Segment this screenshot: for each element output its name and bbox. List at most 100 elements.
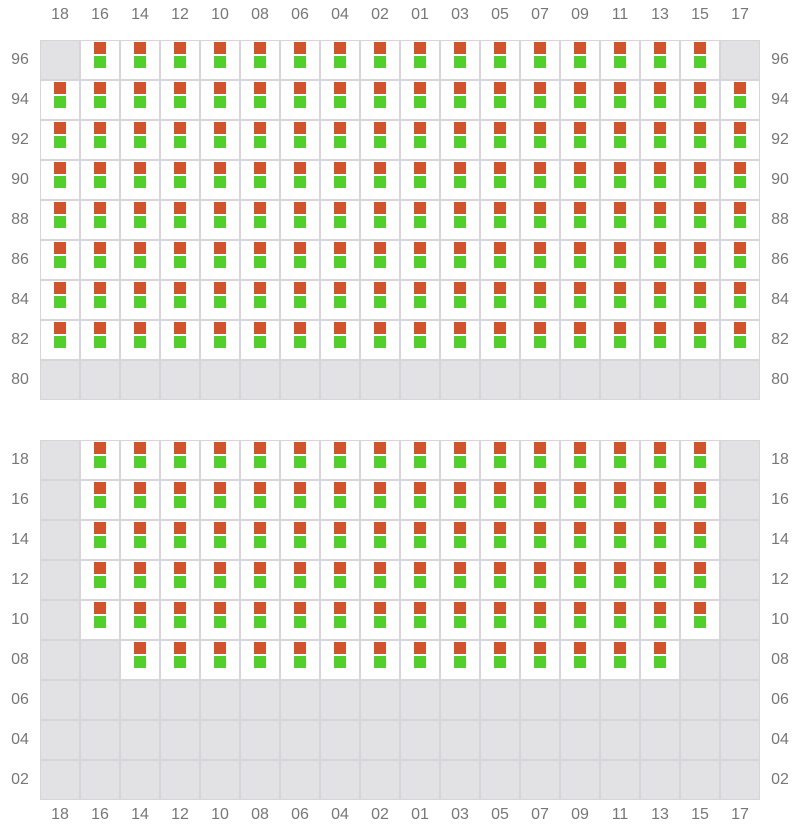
seat-cell[interactable]: [281, 441, 319, 479]
seat-cell[interactable]: [281, 281, 319, 319]
seat-cell[interactable]: [481, 121, 519, 159]
seat-cell[interactable]: [41, 201, 79, 239]
seat-cell[interactable]: [321, 441, 359, 479]
seat-cell[interactable]: [481, 441, 519, 479]
seat-cell[interactable]: [281, 241, 319, 279]
seat-cell[interactable]: [361, 241, 399, 279]
seat-cell[interactable]: [441, 521, 479, 559]
seat-cell[interactable]: [481, 161, 519, 199]
seat-cell[interactable]: [201, 321, 239, 359]
seat-cell[interactable]: [321, 521, 359, 559]
seat-cell[interactable]: [201, 601, 239, 639]
seat-cell[interactable]: [641, 161, 679, 199]
seat-cell[interactable]: [561, 81, 599, 119]
seat-cell[interactable]: [521, 161, 559, 199]
seat-cell[interactable]: [361, 441, 399, 479]
seat-cell[interactable]: [281, 201, 319, 239]
seat-cell[interactable]: [401, 441, 439, 479]
seat-cell[interactable]: [161, 201, 199, 239]
seat-cell[interactable]: [81, 521, 119, 559]
seat-cell[interactable]: [561, 241, 599, 279]
seat-cell[interactable]: [121, 321, 159, 359]
seat-cell[interactable]: [81, 241, 119, 279]
seat-cell[interactable]: [361, 121, 399, 159]
seat-cell[interactable]: [561, 601, 599, 639]
seat-cell[interactable]: [161, 601, 199, 639]
seat-cell[interactable]: [321, 121, 359, 159]
seat-cell[interactable]: [161, 81, 199, 119]
seat-cell[interactable]: [561, 121, 599, 159]
seat-cell[interactable]: [441, 121, 479, 159]
seat-cell[interactable]: [201, 481, 239, 519]
seat-cell[interactable]: [601, 321, 639, 359]
seat-cell[interactable]: [121, 561, 159, 599]
seat-cell[interactable]: [681, 321, 719, 359]
seat-cell[interactable]: [201, 81, 239, 119]
seat-cell[interactable]: [441, 561, 479, 599]
seat-cell[interactable]: [521, 641, 559, 679]
seat-cell[interactable]: [441, 441, 479, 479]
seat-cell[interactable]: [281, 641, 319, 679]
seat-cell[interactable]: [161, 41, 199, 79]
seat-cell[interactable]: [81, 201, 119, 239]
seat-cell[interactable]: [521, 121, 559, 159]
seat-cell[interactable]: [441, 241, 479, 279]
seat-cell[interactable]: [81, 561, 119, 599]
seat-cell[interactable]: [641, 121, 679, 159]
seat-cell[interactable]: [681, 561, 719, 599]
seat-cell[interactable]: [681, 441, 719, 479]
seat-cell[interactable]: [561, 161, 599, 199]
seat-cell[interactable]: [201, 161, 239, 199]
seat-cell[interactable]: [601, 241, 639, 279]
seat-cell[interactable]: [281, 81, 319, 119]
seat-cell[interactable]: [481, 41, 519, 79]
seat-cell[interactable]: [641, 81, 679, 119]
seat-cell[interactable]: [321, 281, 359, 319]
seat-cell[interactable]: [121, 521, 159, 559]
seat-cell[interactable]: [481, 641, 519, 679]
seat-cell[interactable]: [121, 481, 159, 519]
seat-cell[interactable]: [681, 601, 719, 639]
seat-cell[interactable]: [41, 281, 79, 319]
seat-cell[interactable]: [601, 601, 639, 639]
seat-cell[interactable]: [281, 161, 319, 199]
seat-cell[interactable]: [481, 481, 519, 519]
seat-cell[interactable]: [401, 481, 439, 519]
seat-cell[interactable]: [161, 641, 199, 679]
seat-cell[interactable]: [201, 641, 239, 679]
seat-cell[interactable]: [681, 161, 719, 199]
seat-cell[interactable]: [201, 41, 239, 79]
seat-cell[interactable]: [41, 81, 79, 119]
seat-cell[interactable]: [681, 281, 719, 319]
seat-cell[interactable]: [201, 561, 239, 599]
seat-cell[interactable]: [281, 601, 319, 639]
seat-cell[interactable]: [241, 41, 279, 79]
seat-cell[interactable]: [321, 41, 359, 79]
seat-cell[interactable]: [401, 641, 439, 679]
seat-cell[interactable]: [121, 641, 159, 679]
seat-cell[interactable]: [561, 281, 599, 319]
seat-cell[interactable]: [81, 481, 119, 519]
seat-cell[interactable]: [241, 481, 279, 519]
seat-cell[interactable]: [601, 201, 639, 239]
seat-cell[interactable]: [681, 201, 719, 239]
seat-cell[interactable]: [121, 161, 159, 199]
seat-cell[interactable]: [241, 561, 279, 599]
seat-cell[interactable]: [721, 321, 759, 359]
seat-cell[interactable]: [601, 121, 639, 159]
seat-cell[interactable]: [441, 81, 479, 119]
seat-cell[interactable]: [161, 521, 199, 559]
seat-cell[interactable]: [481, 81, 519, 119]
seat-cell[interactable]: [81, 601, 119, 639]
seat-cell[interactable]: [601, 561, 639, 599]
seat-cell[interactable]: [121, 121, 159, 159]
seat-cell[interactable]: [361, 561, 399, 599]
seat-cell[interactable]: [121, 281, 159, 319]
seat-cell[interactable]: [601, 521, 639, 559]
seat-cell[interactable]: [321, 641, 359, 679]
seat-cell[interactable]: [481, 601, 519, 639]
seat-cell[interactable]: [521, 241, 559, 279]
seat-cell[interactable]: [161, 441, 199, 479]
seat-cell[interactable]: [441, 481, 479, 519]
seat-cell[interactable]: [361, 321, 399, 359]
